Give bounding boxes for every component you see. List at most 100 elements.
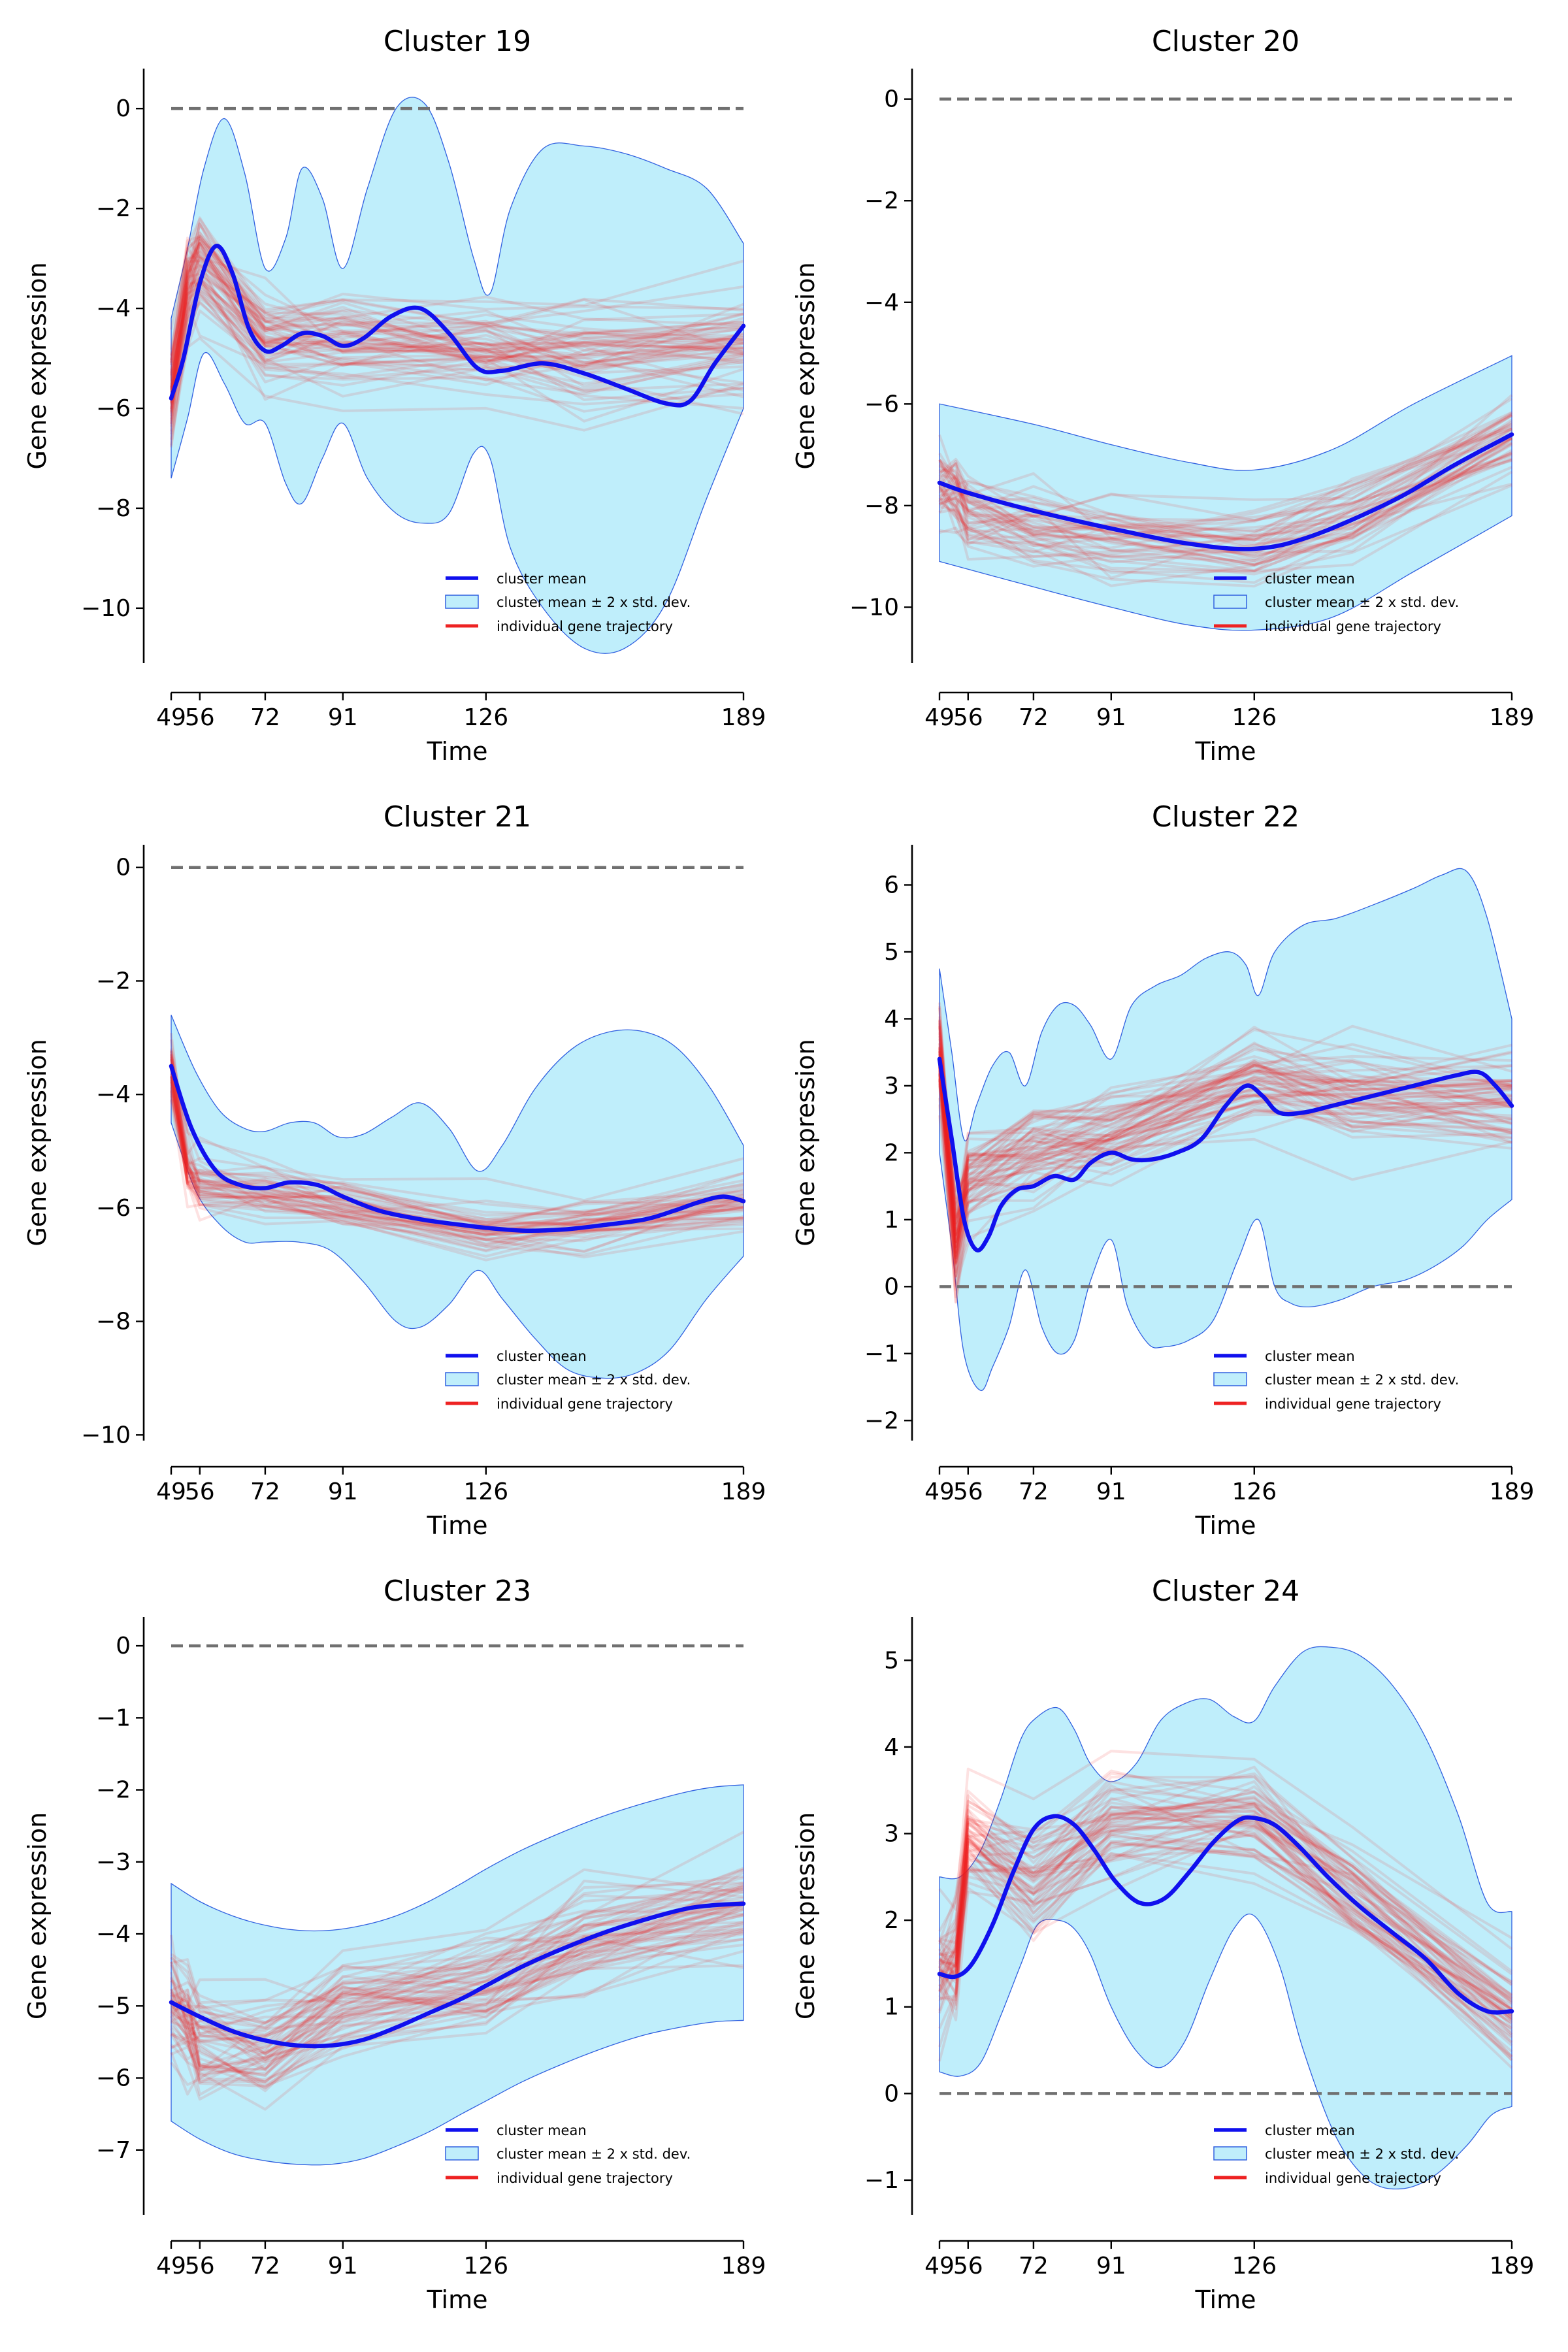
y-tick-label: 4 [884, 1734, 899, 1761]
gene-trajectory [938, 411, 1512, 542]
gene-trajectory [938, 1020, 1512, 1249]
y-tick-label: −4 [96, 1081, 131, 1108]
gene-trajectory [938, 1789, 1512, 2006]
gene-trajectory [170, 1063, 744, 1226]
gene-trajectory [938, 1054, 1512, 1211]
legend-mean-label: cluster mean [1265, 2123, 1355, 2138]
y-tick-label: −4 [96, 295, 131, 322]
y-tick-label: 5 [884, 939, 899, 966]
gene-trajectory [938, 429, 1512, 556]
y-tick-label: −6 [96, 2065, 131, 2092]
x-tick-label: 91 [328, 704, 358, 731]
gene-trajectory [938, 1002, 1512, 1232]
x-tick-label: 49 [156, 2253, 186, 2279]
gene-trajectory [170, 237, 744, 364]
gene-trajectory [938, 1789, 1512, 2010]
gene-trajectory [170, 279, 744, 403]
y-tick-label: 5 [884, 1647, 899, 1674]
gene-trajectory [170, 291, 744, 422]
gene-trajectory [170, 259, 744, 405]
gene-trajectory [170, 1875, 744, 2024]
gene-trajectory [938, 1062, 1512, 1236]
gene-trajectory [938, 1063, 1512, 1237]
gene-trajectory [938, 1750, 1513, 1950]
gene-trajectory [170, 1937, 744, 2071]
gene-trajectory [938, 459, 1512, 563]
gene-trajectory [170, 1092, 744, 1236]
gene-trajectory [170, 1885, 744, 2080]
y-tick-label: 3 [884, 1821, 899, 1848]
gene-trajectory [938, 394, 1513, 567]
gene-trajectory [170, 1087, 744, 1243]
legend-mean-label: cluster mean [1265, 1348, 1355, 1364]
x-tick-label: 91 [328, 1478, 358, 1505]
gene-trajectory [938, 1064, 1512, 1235]
y-tick-label: −1 [864, 1341, 899, 1367]
gene-trajectory [170, 1051, 744, 1237]
y-tick-label: −10 [81, 595, 131, 622]
gene-trajectory [938, 1079, 1512, 1299]
gene-trajectory [939, 411, 1513, 540]
gene-trajectory [170, 1903, 744, 2093]
gene-trajectory [170, 250, 744, 389]
gene-trajectory [171, 1876, 744, 2004]
legend: cluster mean cluster mean ± 2 x std. dev.… [445, 571, 691, 634]
gene-trajectory [938, 1064, 1512, 1266]
gene-trajectory [170, 1909, 744, 2036]
gene-trajectory [171, 1889, 744, 2067]
y-tick-label: −6 [864, 391, 899, 417]
y-tick-label: −10 [849, 594, 899, 621]
gene-trajectory [938, 1801, 1513, 2021]
x-tick-label: 189 [721, 704, 766, 731]
gene-trajectory [938, 1016, 1512, 1205]
gene-trajectory [170, 256, 744, 399]
legend-band-swatch [445, 1372, 479, 1386]
gene-trajectory [938, 1796, 1513, 2000]
gene-trajectory [938, 1765, 1513, 2002]
gene-trajectory [170, 1080, 744, 1228]
gene-trajectory [938, 414, 1512, 538]
gene-trajectory [170, 218, 744, 355]
y-axis-label: Gene expression [791, 1812, 820, 2019]
y-tick-label: −6 [96, 1195, 131, 1222]
gene-trajectory [938, 1053, 1512, 1256]
gene-trajectory [170, 247, 744, 346]
gene-trajectory [938, 1829, 1513, 2011]
gene-trajectory [938, 1038, 1512, 1211]
x-tick-label: 49 [156, 1478, 186, 1505]
legend-mean-label: cluster mean [497, 1348, 587, 1364]
x-tick-label: 56 [185, 704, 215, 731]
gene-trajectory [170, 239, 744, 389]
gene-trajectory [170, 1867, 744, 2029]
legend: cluster mean cluster mean ± 2 x std. dev.… [1213, 2123, 1459, 2186]
x-tick-label: 126 [1232, 2253, 1277, 2279]
legend-trajectory-label: individual gene trajectory [497, 1396, 673, 1412]
legend-trajectory-label: individual gene trajectory [1265, 2170, 1441, 2186]
trajectory-group [170, 216, 744, 448]
x-tick-label: 72 [250, 1478, 280, 1505]
x-tick-label: 49 [924, 704, 955, 731]
legend-trajectory-label: individual gene trajectory [1265, 1396, 1441, 1412]
gene-trajectory [170, 223, 744, 377]
gene-trajectory [170, 276, 744, 399]
x-axis-label: Time [1195, 2285, 1256, 2314]
gene-trajectory [170, 1883, 744, 2010]
gene-trajectory [938, 422, 1512, 547]
cluster-mean-line [169, 1901, 746, 2049]
gene-trajectory [170, 1058, 744, 1228]
y-tick-label: 0 [884, 1273, 899, 1300]
gene-trajectory [938, 1032, 1512, 1225]
gene-trajectory [938, 1022, 1512, 1219]
y-tick-label: −6 [96, 395, 131, 422]
gene-trajectory [938, 1063, 1512, 1278]
gene-trajectory [170, 301, 744, 425]
legend-band-label: cluster mean ± 2 x std. dev. [1265, 1372, 1459, 1388]
gene-trajectory [170, 1084, 744, 1252]
cluster-mean-line [937, 1056, 1514, 1252]
gene-trajectory [170, 267, 744, 371]
gene-trajectory [939, 470, 1513, 574]
gene-trajectory [938, 441, 1512, 572]
gene-trajectory [170, 1081, 744, 1241]
gene-trajectory [938, 459, 1512, 549]
gene-trajectory [170, 1054, 744, 1221]
